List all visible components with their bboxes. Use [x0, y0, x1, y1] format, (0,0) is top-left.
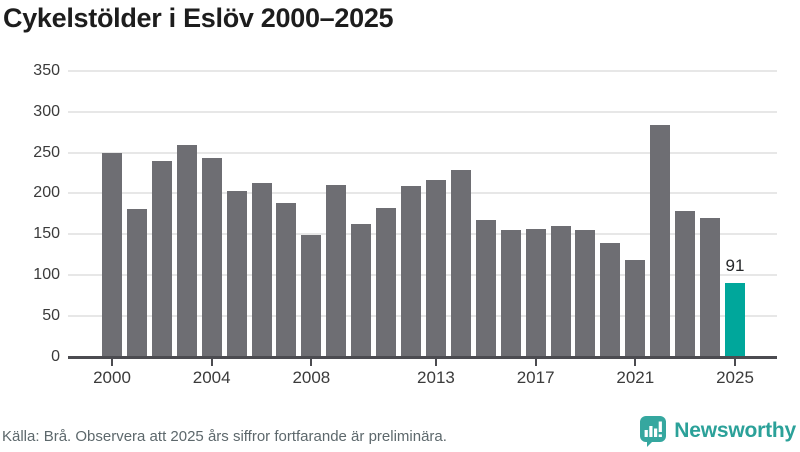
- bar-2007: [276, 203, 297, 357]
- bar-2005: [226, 190, 247, 357]
- bar-2009: [326, 185, 347, 357]
- bar-2017: [525, 228, 546, 357]
- x-axis-tick-2004: [210, 359, 213, 366]
- x-axis-tick-2025: [734, 359, 736, 366]
- gridline-350: [68, 69, 777, 72]
- bar-2003: [176, 145, 197, 357]
- y-axis-label: 300: [33, 102, 60, 120]
- x-axis-label: 2004: [192, 368, 231, 387]
- bar-2012: [401, 186, 422, 357]
- x-axis-tick-2013: [434, 359, 437, 366]
- x-axis-label: 2000: [93, 368, 131, 387]
- bar-2025: [725, 282, 745, 357]
- x-axis-label: 2017: [516, 368, 555, 387]
- x-axis-tick-2000: [111, 359, 113, 366]
- bar-2006: [251, 182, 272, 357]
- bar-2024: [700, 217, 721, 357]
- x-axis-line: [68, 356, 777, 359]
- bar-2020: [600, 243, 621, 357]
- x-axis-tick-2008: [310, 359, 313, 366]
- chart-title: Cykelstölder i Eslöv 2000–2025: [3, 3, 394, 33]
- bar-2008: [301, 235, 322, 357]
- gridline-150: [68, 233, 777, 236]
- source-note: Källa: Brå. Observera att 2025 års siffr…: [2, 428, 447, 445]
- bar-2015: [475, 219, 496, 357]
- y-axis-label: 350: [33, 61, 60, 79]
- y-axis-label: 150: [33, 225, 60, 243]
- y-axis-label: 0: [51, 348, 60, 365]
- bar-value-label: 91: [725, 255, 745, 275]
- x-axis-tick-2021: [634, 359, 637, 366]
- gridline-50: [68, 315, 777, 318]
- newsworthy-logo[interactable]: Newsworthy: [639, 414, 796, 448]
- gridline-100: [68, 274, 777, 277]
- bar-2001: [126, 208, 147, 357]
- gridline-250: [68, 151, 777, 154]
- bar-2010: [351, 223, 372, 357]
- y-axis-label: 200: [33, 184, 60, 202]
- y-axis-label: 100: [33, 266, 60, 284]
- x-axis-label: 2025: [716, 368, 754, 387]
- newsworthy-wordmark: Newsworthy: [674, 419, 796, 442]
- bar-2013: [425, 180, 446, 357]
- y-axis-label: 50: [42, 307, 60, 325]
- bar-2018: [550, 226, 571, 357]
- bar-2004: [201, 158, 222, 357]
- bar-2011: [376, 208, 397, 357]
- y-axis-label: 250: [33, 143, 60, 161]
- bar-2000: [102, 152, 122, 357]
- bar-2014: [450, 169, 471, 357]
- x-axis-label: 2021: [616, 368, 655, 387]
- gridline-200: [68, 192, 777, 195]
- bar-2019: [575, 230, 596, 357]
- x-axis-label: 2008: [292, 368, 331, 387]
- bar-chart-speech-bubble-icon: [639, 415, 667, 447]
- x-axis-label: 2013: [417, 368, 455, 387]
- bar-2016: [500, 230, 521, 357]
- bar-2002: [151, 160, 172, 357]
- gridline-300: [68, 110, 777, 113]
- bar-2022: [650, 124, 671, 357]
- bar-2021: [625, 260, 646, 357]
- x-axis-tick-2017: [534, 359, 537, 366]
- bar-2023: [675, 211, 696, 357]
